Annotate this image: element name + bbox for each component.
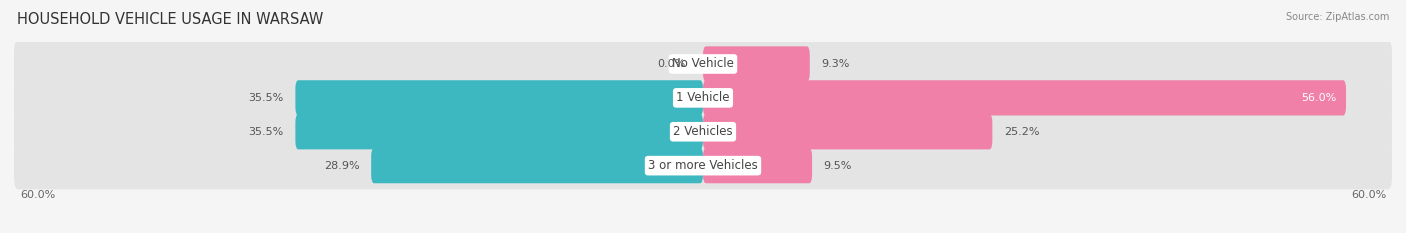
Text: 35.5%: 35.5%: [249, 93, 284, 103]
Text: 35.5%: 35.5%: [249, 127, 284, 137]
Text: 9.3%: 9.3%: [821, 59, 849, 69]
Text: 60.0%: 60.0%: [1351, 190, 1386, 200]
Text: 56.0%: 56.0%: [1302, 93, 1337, 103]
FancyBboxPatch shape: [295, 80, 703, 116]
Text: 25.2%: 25.2%: [1004, 127, 1039, 137]
FancyBboxPatch shape: [14, 108, 1392, 155]
FancyBboxPatch shape: [371, 148, 703, 183]
FancyBboxPatch shape: [703, 80, 1346, 116]
Text: 0.0%: 0.0%: [658, 59, 686, 69]
FancyBboxPatch shape: [703, 148, 813, 183]
Text: Source: ZipAtlas.com: Source: ZipAtlas.com: [1285, 12, 1389, 22]
FancyBboxPatch shape: [295, 114, 703, 149]
FancyBboxPatch shape: [14, 142, 1392, 189]
FancyBboxPatch shape: [14, 40, 1392, 88]
FancyBboxPatch shape: [703, 46, 810, 82]
Text: 28.9%: 28.9%: [323, 161, 360, 171]
Text: 3 or more Vehicles: 3 or more Vehicles: [648, 159, 758, 172]
Text: 60.0%: 60.0%: [20, 190, 55, 200]
Text: 1 Vehicle: 1 Vehicle: [676, 91, 730, 104]
Text: HOUSEHOLD VEHICLE USAGE IN WARSAW: HOUSEHOLD VEHICLE USAGE IN WARSAW: [17, 12, 323, 27]
FancyBboxPatch shape: [703, 114, 993, 149]
Text: 2 Vehicles: 2 Vehicles: [673, 125, 733, 138]
FancyBboxPatch shape: [14, 74, 1392, 122]
Text: No Vehicle: No Vehicle: [672, 58, 734, 70]
Text: 9.5%: 9.5%: [824, 161, 852, 171]
